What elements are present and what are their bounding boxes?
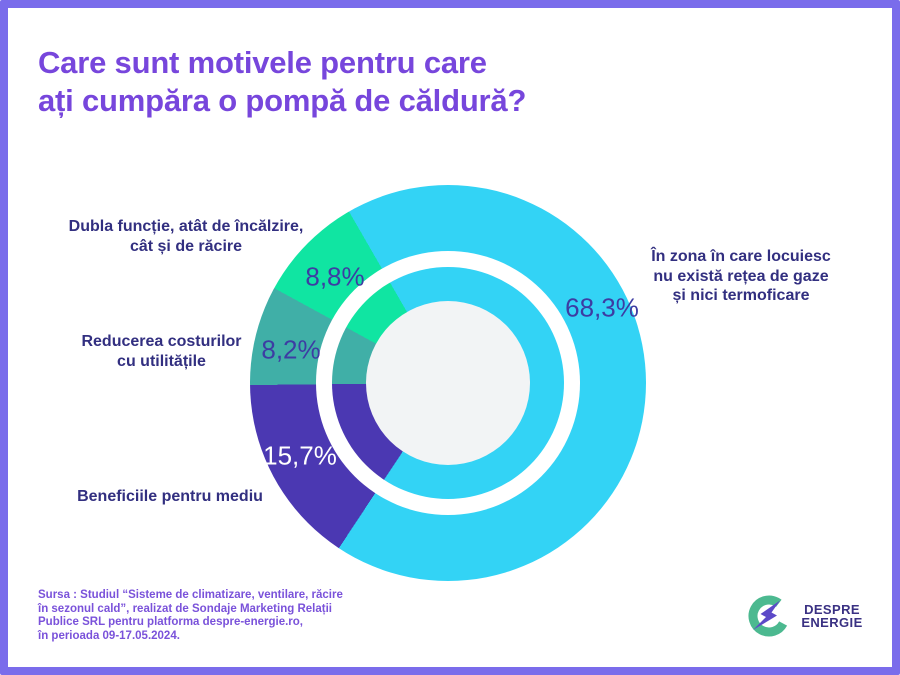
logo-word-line1: DESPRE <box>804 601 860 617</box>
callout-beneficiile-line1: Beneficiile pentru mediu <box>77 488 263 505</box>
callout-dubla-line2: cât și de răcire <box>129 237 243 255</box>
page-title-line1: Care sunt motivele pentru care <box>38 45 487 80</box>
callout-dubla-functie: Dubla funcție, atât de încălzire, cât și… <box>36 217 336 256</box>
logo-bolt-icon <box>753 600 780 630</box>
despre-energie-logo: DESPRE ENERGIE <box>746 593 866 639</box>
source-line4: în perioada 09-17.05.2024. <box>38 630 180 643</box>
source-note: Sursa : Studiul “Sisteme de climatizare,… <box>38 589 343 644</box>
callout-reducerea-line1: Reducerea costurilor <box>81 333 242 350</box>
callout-right-line1: În zona în care locuiesc <box>651 248 831 265</box>
callout-retea-gaze: În zona în care locuiesc nu există rețea… <box>641 247 841 306</box>
logo-wordmark: DESPRE ENERGIE <box>798 601 866 630</box>
pct-label-reducerea-costurilor: 8,2% <box>261 334 321 365</box>
callout-dubla-line1: Dubla funcție, atât de încălzire, <box>68 218 304 235</box>
source-line1: Sursa : Studiul “Sisteme de climatizare,… <box>38 589 343 601</box>
logo-word-line2: ENERGIE <box>801 615 863 630</box>
page-title: Care sunt motivele pentru care ați cumpă… <box>38 44 658 120</box>
pct-label-dubla-functie: 8,8% <box>305 261 365 292</box>
pct-label-beneficii-mediu: 15,7% <box>263 440 337 471</box>
callout-reducerea-costurilor: Reducerea costurilor cu utilitățile <box>36 332 287 371</box>
source-line3: Publice SRL pentru platforma despre-ener… <box>38 616 303 629</box>
logo-c-ring <box>748 595 790 637</box>
logo-mark-icon <box>748 595 790 637</box>
callout-beneficii-mediu: Beneficiile pentru mediu <box>45 487 295 507</box>
callout-reducerea-line2: cu utilitățile <box>117 352 206 370</box>
donut-center <box>366 301 530 465</box>
callout-right-line2: nu există rețea de gaze <box>653 267 829 285</box>
page-title-line2: ați cumpăra o pompă de căldură? <box>38 83 527 118</box>
pct-label-gaze: 68,3% <box>565 292 639 323</box>
source-line2: în sezonul cald”, realizat de Sondaje Ma… <box>38 602 332 615</box>
callout-right-line3: și nici termoficare <box>672 287 810 304</box>
